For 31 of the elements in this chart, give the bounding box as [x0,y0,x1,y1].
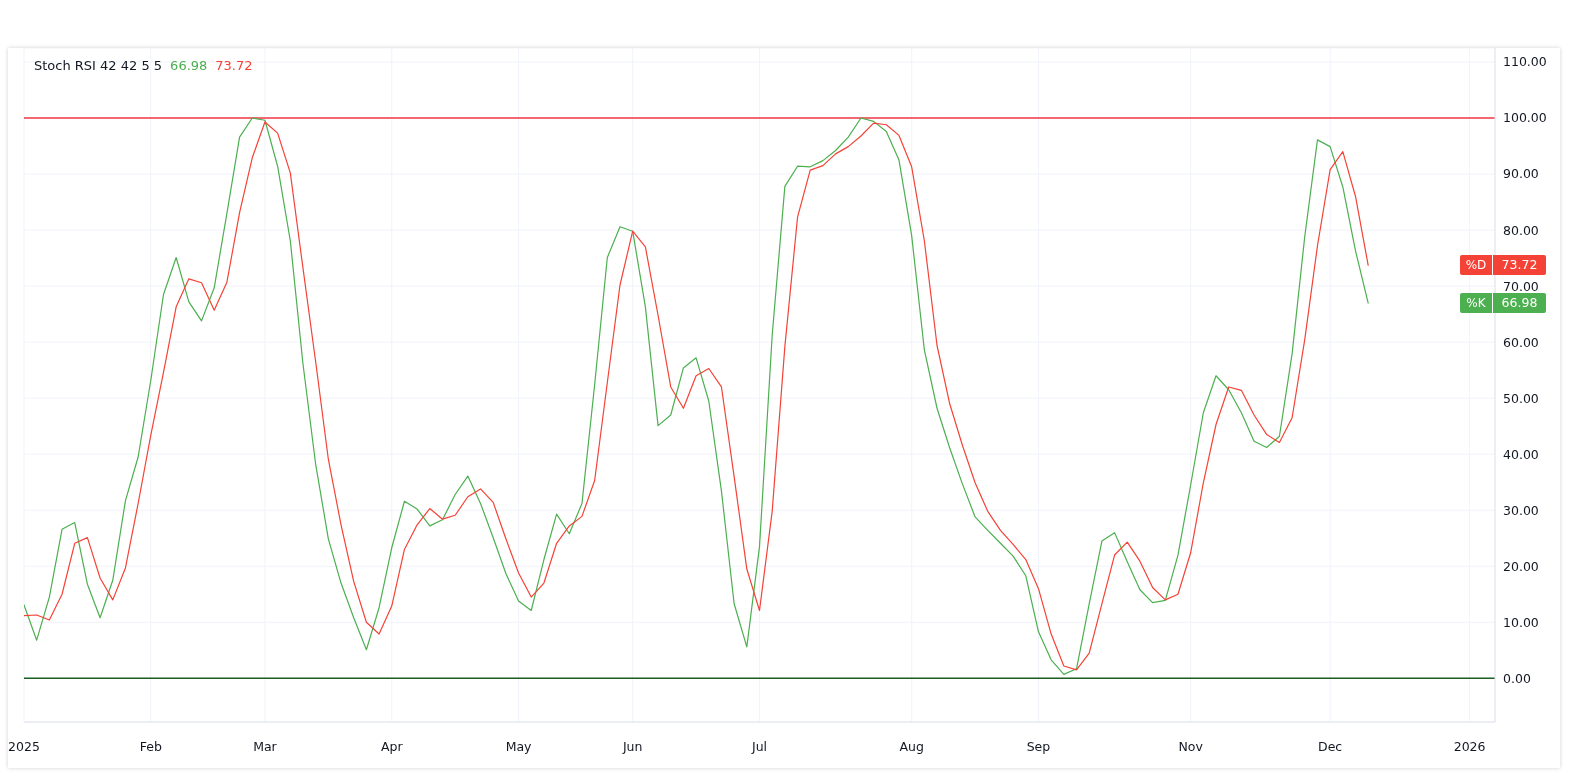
y-tick-label: 30.00 [1503,502,1539,518]
y-tick-label: 110.00 [1503,54,1547,70]
x-tick-label: 2025 [8,738,40,754]
y-tick-label: 0.00 [1503,670,1531,686]
x-tick-label: Jun [621,738,643,754]
x-tick-label: Nov [1178,738,1204,754]
y-tick-label: 20.00 [1503,558,1539,574]
y-tick-label: 90.00 [1503,166,1539,182]
x-tick-label: Jul [750,738,768,754]
x-tick-label: Dec [1318,738,1343,754]
y2-tick-label: 73.72 [1493,255,1546,276]
x-tick-label: May [505,738,533,754]
y-tick-label: 70.00 [1503,278,1539,294]
y-tick-label: 40.00 [1503,446,1539,462]
legend-label: %K [1460,293,1492,314]
x-tick-label: Sep [1026,738,1051,754]
y-tick-label: 50.00 [1503,390,1539,406]
y-tick-label: 80.00 [1503,222,1539,238]
annotation: 66.98 [170,58,208,73]
y-tick-label: 10.00 [1503,614,1539,630]
x-tick-label: Mar [253,738,278,754]
x-tick-label: Aug [899,738,924,754]
y2-tick-label: 66.98 [1493,293,1546,314]
y-tick-label: 100.00 [1503,110,1547,126]
x-tick-label: Apr [380,738,404,754]
text: Stoch RSI 42 42 5 5 [34,58,163,73]
y-tick-label: 60.00 [1503,334,1539,350]
x-tick-label: Feb [139,738,162,754]
x-tick-label: 2026 [1453,738,1486,754]
legend-label: %D [1460,255,1492,276]
annotation: 73.72 [215,58,253,73]
